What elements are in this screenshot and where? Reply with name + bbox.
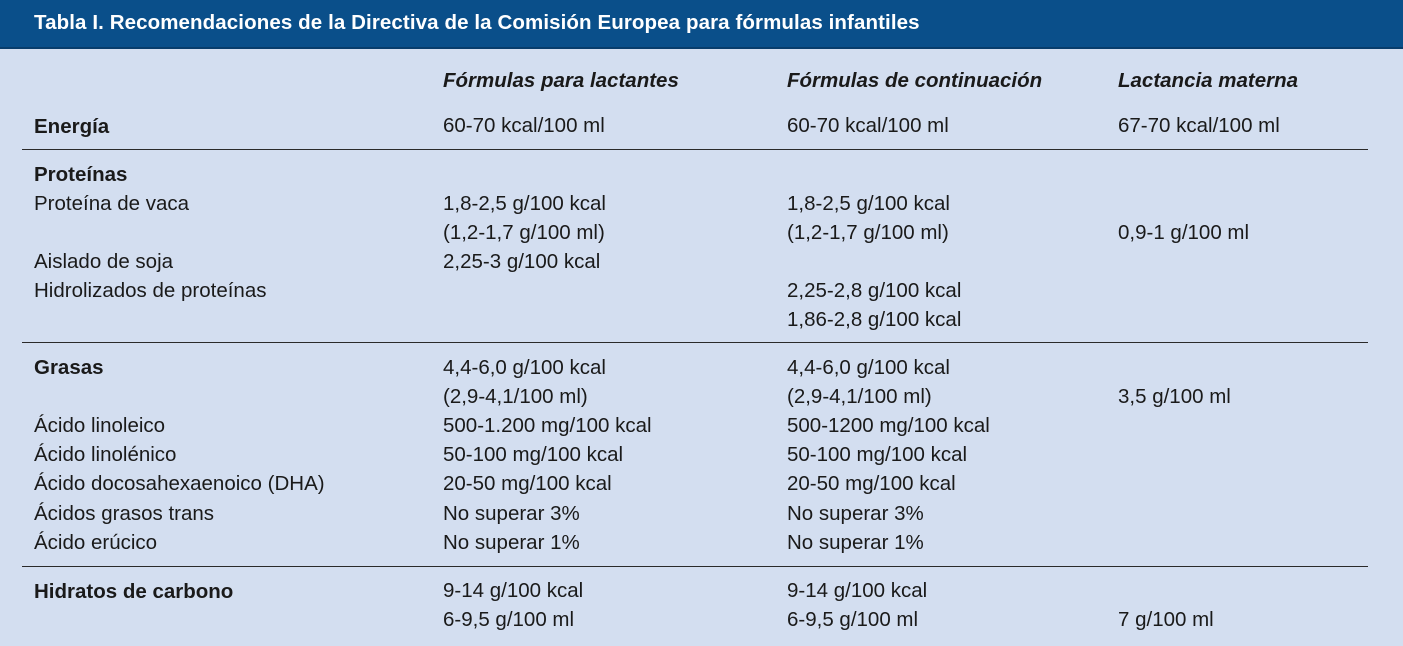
cell-hidratos-continuacion-kcal: 9-14 g/100 kcal: [787, 579, 928, 602]
cell-energia-lactantes: 60-70 kcal/100 ml: [443, 114, 605, 137]
cell-erucico-continuacion: No superar 1%: [787, 531, 924, 554]
cell-vaca-continuacion-ml: (1,2-1,7 g/100 ml): [787, 221, 949, 244]
cell-grasas-continuacion-kcal: 4,4-6,0 g/100 kcal: [787, 356, 950, 379]
row-label-energia: Energía: [34, 115, 110, 138]
row-label-hidrolizados: Hidrolizados de proteínas: [34, 279, 267, 302]
cell-hidrolizados-continuacion-b: 1,86-2,8 g/100 kcal: [787, 308, 962, 331]
section-label-hidratos: Hidratos de carbono: [34, 580, 234, 603]
section-divider: [22, 149, 1368, 150]
cell-linolenico-continuacion: 50-100 mg/100 kcal: [787, 443, 968, 466]
row-label-proteina-vaca: Proteína de vaca: [34, 192, 189, 215]
cell-erucico-lactantes: No superar 1%: [443, 531, 580, 554]
cell-hidratos-continuacion-ml: 6-9,5 g/100 ml: [787, 608, 919, 631]
section-divider: [22, 342, 1368, 343]
cell-proteinas-materna: 0,9-1 g/100 ml: [1118, 221, 1250, 244]
cell-grasas-continuacion-ml: (2,9-4,1/100 ml): [787, 385, 932, 408]
row-label-acido-linoleico: Ácido linoleico: [34, 414, 166, 437]
cell-vaca-lactantes-ml: (1,2-1,7 g/100 ml): [443, 221, 605, 244]
section-divider: [22, 566, 1368, 567]
cell-dha-continuacion: 20-50 mg/100 kcal: [787, 472, 956, 495]
table-title: Tabla I. Recomendaciones de la Directiva…: [34, 11, 920, 34]
row-label-acido-linolenico: Ácido linolénico: [34, 443, 177, 466]
table-title-bar: Tabla I. Recomendaciones de la Directiva…: [0, 0, 1403, 49]
cell-linolenico-lactantes: 50-100 mg/100 kcal: [443, 443, 624, 466]
cell-grasas-lactantes-ml: (2,9-4,1/100 ml): [443, 385, 588, 408]
cell-linoleico-lactantes: 500-1.200 mg/100 kcal: [443, 414, 652, 437]
cell-dha-lactantes: 20-50 mg/100 kcal: [443, 472, 612, 495]
cell-vaca-lactantes-kcal: 1,8-2,5 g/100 kcal: [443, 192, 606, 215]
cell-soja-lactantes: 2,25-3 g/100 kcal: [443, 250, 601, 273]
cell-vaca-continuacion-kcal: 1,8-2,5 g/100 kcal: [787, 192, 950, 215]
section-label-grasas: Grasas: [34, 356, 104, 379]
header-formulas-lactantes: Fórmulas para lactantes: [443, 69, 679, 92]
header-lactancia-materna: Lactancia materna: [1118, 69, 1299, 92]
cell-energia-continuacion: 60-70 kcal/100 ml: [787, 114, 949, 137]
cell-hidrolizados-continuacion-a: 2,25-2,8 g/100 kcal: [787, 279, 962, 302]
cell-grasas-lactantes-kcal: 4,4-6,0 g/100 kcal: [443, 356, 606, 379]
cell-grasas-materna: 3,5 g/100 ml: [1118, 385, 1231, 408]
row-label-aislado-soja: Aislado de soja: [34, 250, 174, 273]
header-formulas-continuacion: Fórmulas de continuación: [787, 69, 1043, 92]
cell-hidratos-lactantes-ml: 6-9,5 g/100 ml: [443, 608, 575, 631]
cell-hidratos-lactantes-kcal: 9-14 g/100 kcal: [443, 579, 584, 602]
cell-linoleico-continuacion: 500-1200 mg/100 kcal: [787, 414, 990, 437]
cell-energia-materna: 67-70 kcal/100 ml: [1118, 114, 1280, 137]
cell-hidratos-materna: 7 g/100 ml: [1118, 608, 1214, 631]
row-label-acido-erucico: Ácido erúcico: [34, 531, 158, 554]
section-label-proteinas: Proteínas: [34, 163, 128, 186]
row-label-grasos-trans: Ácidos grasos trans: [34, 502, 215, 525]
cell-trans-continuacion: No superar 3%: [787, 502, 924, 525]
row-label-dha: Ácido docosahexaenoico (DHA): [34, 472, 325, 495]
cell-trans-lactantes: No superar 3%: [443, 502, 580, 525]
